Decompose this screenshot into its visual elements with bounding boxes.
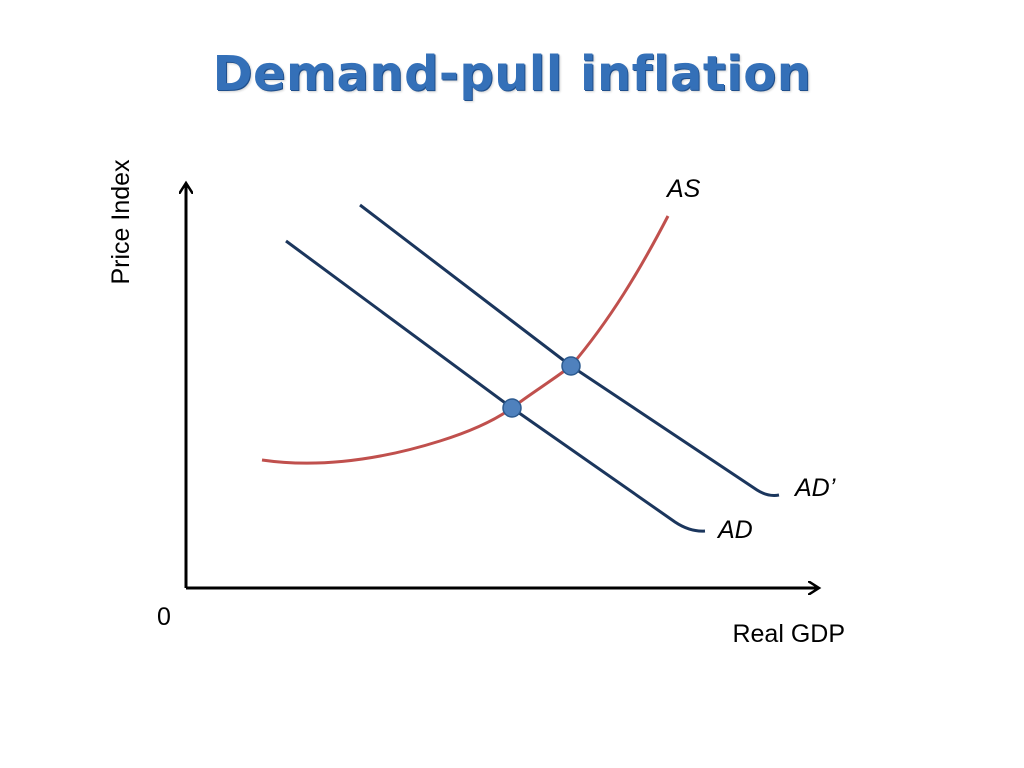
- ad-shifted-curve: [359, 203, 780, 497]
- y-axis-label: Price Index: [107, 159, 135, 285]
- origin-label: 0: [157, 603, 171, 631]
- slide-title: Demand-pull inflation: [212, 46, 812, 102]
- ad-shifted-curve-label: AD’: [793, 474, 836, 502]
- as-curve: [261, 215, 670, 465]
- new-equilibrium-point: [561, 356, 581, 376]
- ad-curve: [285, 239, 706, 533]
- as-curve-label: AS: [665, 175, 701, 203]
- x-axis-label: Real GDP: [732, 620, 845, 648]
- ad-curve-label: AD: [716, 516, 753, 544]
- initial-equilibrium-point: [502, 398, 522, 418]
